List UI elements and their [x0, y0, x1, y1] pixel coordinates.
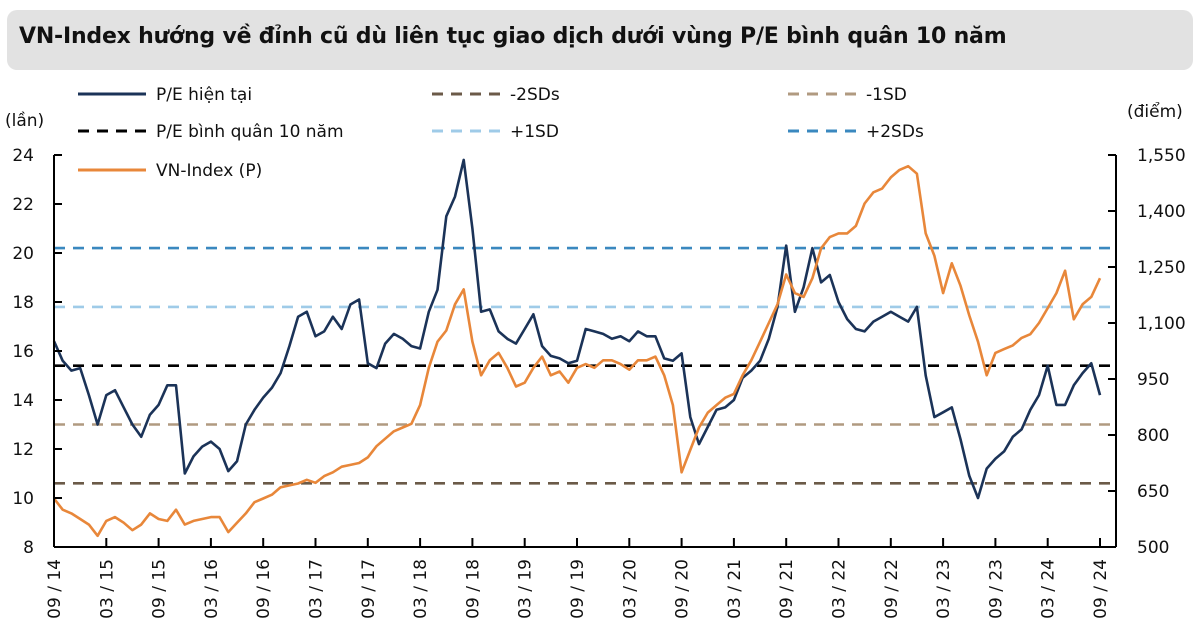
legend-label-plus2sd: +2SDs: [866, 122, 924, 142]
x-tick-label: 03 / 18: [411, 559, 431, 619]
x-tick-label: 03 / 16: [202, 559, 222, 619]
legend-label-minus2sd: -2SDs: [510, 85, 560, 105]
pe-line: [52, 158, 1102, 500]
y-right-tick-label: 950: [1137, 370, 1169, 390]
title-bar: VN-Index hướng về đỉnh cũ dù liên tục gi…: [7, 10, 1193, 70]
x-tick-label: 09 / 17: [359, 559, 379, 619]
x-tick-label: 09 / 19: [568, 559, 588, 619]
x-tick-label: 09 / 16: [254, 559, 274, 619]
y-right-tick-label: 1,400: [1137, 202, 1186, 222]
y-left-tick-label: 20: [12, 244, 34, 264]
x-tick-label: 03 / 23: [934, 559, 954, 619]
legend-item-plus1sd: +1SD: [432, 122, 559, 142]
y-right-tick-label: 1,250: [1137, 258, 1186, 278]
legend-label-mean: P/E bình quân 10 năm: [156, 122, 344, 142]
legend: P/E hiện tại P/E bình quân 10 năm VN-Index…: [78, 85, 924, 181]
x-tick-label: 09 / 20: [673, 559, 693, 619]
legend-label-minus1sd: -1SD: [866, 85, 907, 105]
y-left-tick-label: 16: [12, 342, 34, 362]
legend-item-plus2sd: +2SDs: [788, 122, 924, 142]
y-right-tick-label: 500: [1137, 538, 1169, 558]
y-left-unit-label: (lần): [5, 110, 44, 131]
reference-lines: [54, 246, 1114, 485]
legend-item-pe: P/E hiện tại: [78, 85, 252, 105]
x-tick-label: 03 / 22: [830, 559, 850, 619]
x-tick-label: 03 / 19: [516, 559, 536, 619]
y-left-tick-label: 12: [12, 440, 34, 460]
x-tick-label: 09 / 24: [1091, 559, 1111, 619]
x-tick-label: 09 / 18: [463, 559, 483, 619]
y-right-tick-label: 1,100: [1137, 314, 1186, 334]
legend-item-minus1sd: -1SD: [788, 85, 907, 105]
y-left-tick-label: 22: [12, 195, 34, 215]
y-right-tick-label: 800: [1137, 426, 1169, 446]
x-tick-label: 09 / 23: [986, 559, 1006, 619]
x-tick-label: 09 / 15: [150, 559, 170, 619]
y-right-tick-label: 1,550: [1137, 146, 1186, 166]
x-tick-label: 03 / 15: [97, 559, 117, 619]
y-right-tick-label: 650: [1137, 482, 1169, 502]
y-left-tick-label: 18: [12, 293, 34, 313]
x-tick-label: 09 / 14: [45, 559, 65, 619]
legend-item-mean: P/E bình quân 10 năm: [78, 122, 344, 142]
x-tick-label: 09 / 21: [777, 559, 797, 619]
y-left-tick-label: 24: [12, 146, 34, 166]
x-tick-label: 09 / 22: [882, 559, 902, 619]
x-tick-label: 03 / 24: [1039, 559, 1059, 619]
x-tick-label: 03 / 21: [725, 559, 745, 619]
x-tick-label: 03 / 20: [620, 559, 640, 619]
chart-title: VN-Index hướng về đỉnh cũ dù liên tục gi…: [19, 24, 1007, 49]
axes: 24 22 20 18 16 14 12 10 8 1,550 1,400 1,250 1,100 950…: [12, 146, 1185, 619]
legend-item-minus2sd: -2SDs: [432, 85, 560, 105]
legend-label-vnindex: VN-Index (P): [156, 161, 262, 181]
legend-label-plus1sd: +1SD: [510, 122, 559, 142]
x-tick-label: 03 / 17: [307, 559, 327, 619]
y-left-tick-label: 8: [23, 538, 34, 558]
legend-item-vnindex: VN-Index (P): [78, 161, 262, 181]
y-left-tick-label: 10: [12, 489, 34, 509]
legend-label-pe: P/E hiện tại: [156, 85, 252, 105]
y-left-tick-label: 14: [12, 391, 34, 411]
vnindex-line: [52, 164, 1102, 538]
series-lines: [52, 158, 1102, 538]
y-right-unit-label: (điểm): [1127, 101, 1183, 122]
